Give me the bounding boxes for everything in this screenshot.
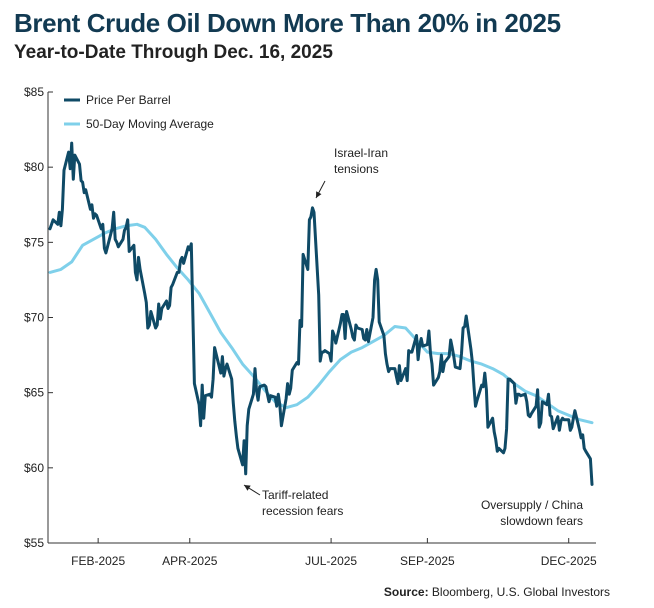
y-tick-label: $80 (24, 160, 44, 174)
price-per-barrel-line (48, 141, 594, 486)
annotation-tariff-arrowhead (244, 485, 251, 491)
y-tick-label: $60 (24, 461, 44, 475)
y-tick-label: $70 (24, 311, 44, 325)
annotation-tariff-line: Tariff-related (262, 488, 328, 502)
annotation-israel-iran-arrowhead (316, 191, 322, 198)
x-tick-label: FEB-2025 (71, 554, 125, 568)
legend: Price Per Barrel 50-Day Moving Average (64, 93, 214, 131)
source-label: Source: (383, 585, 429, 599)
legend-label-average: 50-Day Moving Average (86, 117, 214, 131)
chart-title: Brent Crude Oil Down More Than 20% in 20… (14, 8, 561, 38)
annotation-layer: Israel-Iran tensions Tariff-related recessi… (243, 146, 583, 528)
annotation-oversupply-line: slowdown fears (500, 514, 583, 528)
annotation-oversupply-line: Oversupply / China (481, 498, 583, 512)
annotation-israel-iran-line: Israel-Iran (334, 146, 388, 160)
moving-average-line (48, 222, 594, 425)
source-note: Source: Bloomberg, U.S. Global Investors (384, 585, 610, 599)
y-tick-label: $65 (24, 386, 44, 400)
annotation-israel-iran-line: tensions (334, 162, 379, 176)
x-tick-label: APR-2025 (162, 554, 218, 568)
y-tick-label: $75 (24, 235, 44, 249)
series-layer (48, 141, 594, 486)
y-tick-label: $55 (24, 536, 44, 550)
x-tick-label: JUL-2025 (305, 554, 357, 568)
chart-subtitle: Year-to-Date Through Dec. 16, 2025 (14, 42, 333, 63)
y-tick-label: $85 (24, 85, 44, 99)
annotation-tariff-line: recession fears (262, 504, 343, 518)
legend-label-price: Price Per Barrel (86, 93, 171, 107)
x-tick-label: DEC-2025 (541, 554, 597, 568)
chart-axes: $55 $60 $65 $70 $75 $80 $85 FEB-2025 APR-2025 JUL… (24, 85, 597, 568)
source-text: Bloomberg, U.S. Global Investors (428, 585, 610, 599)
x-tick-label: SEP-2025 (400, 554, 455, 568)
